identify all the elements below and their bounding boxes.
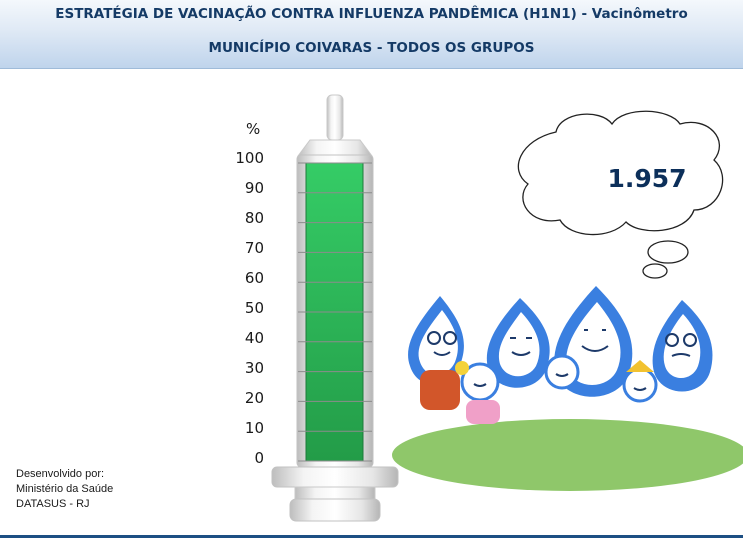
thought-cloud: [517, 110, 724, 279]
gauge-ticks: [298, 162, 372, 462]
grass: [392, 419, 743, 491]
gauge-tick-label: 0: [254, 449, 264, 467]
credits-line: Ministério da Saúde: [16, 483, 114, 495]
syringe-needle: [326, 94, 344, 141]
syringe-plunger: [294, 486, 376, 500]
page-header: ESTRATÉGIA DE VACINAÇÃO CONTRA INFLUENZA…: [0, 0, 743, 69]
syringe-plunger-head: [289, 498, 381, 522]
gauge-tick-label: 60: [244, 269, 264, 287]
gauge-tick-label: 100: [235, 149, 264, 167]
gauge-tick-label: 70: [244, 239, 264, 257]
gauge-tick-label: 50: [244, 299, 264, 317]
vaccination-count: 1.957: [607, 164, 687, 193]
syringe-flange: [271, 466, 399, 488]
syringe-gauge: [271, 94, 399, 522]
gauge-unit-label: %: [246, 120, 261, 138]
syringe-tip: [297, 139, 373, 157]
gauge-tick-label: 90: [244, 179, 264, 197]
gauge-tick-label: 40: [244, 329, 264, 347]
credits-block: Desenvolvido por: Ministério da Saúde DA…: [16, 467, 113, 512]
gauge-tick-label: 10: [244, 419, 264, 437]
credits-line: DATASUS - RJ: [16, 498, 90, 510]
gauge-tick-label: 30: [244, 359, 264, 377]
gauge-tick-label: 80: [244, 209, 264, 227]
gauge-tick-label: 20: [244, 389, 264, 407]
page-title: ESTRATÉGIA DE VACINAÇÃO CONTRA INFLUENZA…: [55, 6, 688, 22]
credits-line: Desenvolvido por:: [16, 468, 105, 480]
mascot-family-illustration: [392, 286, 743, 491]
footer-rule: [0, 535, 743, 538]
page-subtitle: MUNICÍPIO COIVARAS - TODOS OS GRUPOS: [208, 40, 535, 56]
